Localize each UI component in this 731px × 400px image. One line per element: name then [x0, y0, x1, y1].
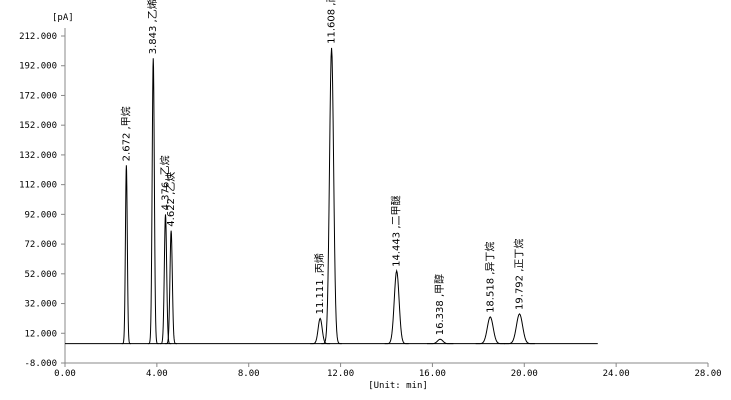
peak-label: 19.792 ,正丁烷 — [513, 239, 526, 310]
y-tick-label: 152.000 — [19, 121, 57, 131]
y-tick-label: 72.000 — [24, 240, 57, 250]
peak — [426, 338, 454, 345]
y-tick-label: 172.000 — [19, 91, 57, 101]
peak-label: 18.518 ,异丁烷 — [483, 242, 496, 313]
peak-label: 11.111 ,丙烯 — [313, 253, 326, 314]
x-tick-label: 24.00 — [603, 369, 630, 379]
peak-label: 4.622 ,乙炔 — [165, 172, 177, 227]
peak-label: 2.672 ,甲烷 — [119, 106, 132, 161]
peak — [475, 316, 505, 345]
x-tick-label: 4.00 — [146, 369, 168, 379]
y-tick-label: 32.000 — [24, 300, 57, 310]
x-tick-label: 8.00 — [238, 369, 260, 379]
y-tick-label: -8.000 — [24, 359, 57, 369]
y-tick-label: 112.000 — [19, 181, 57, 191]
peak-label: 11.608 ,丙烷 — [325, 0, 338, 44]
y-tick-label: 52.000 — [24, 270, 57, 280]
y-tick-label: 12.000 — [24, 329, 57, 339]
y-tick-label: 132.000 — [19, 151, 57, 161]
peak — [165, 230, 178, 345]
x-tick-label: 16.00 — [419, 369, 446, 379]
y-tick-label: 92.000 — [24, 210, 57, 220]
y-tick-label: 192.000 — [19, 62, 57, 72]
x-axis-label: [Unit: min] — [368, 381, 428, 391]
x-tick-label: 28.00 — [694, 369, 721, 379]
y-unit-label: [pA] — [52, 13, 74, 23]
peak — [147, 58, 159, 345]
peak-label: 4.376 ,乙烷 — [158, 155, 171, 210]
peak — [159, 214, 172, 345]
peak — [310, 317, 331, 345]
x-tick-label: 0.00 — [54, 369, 76, 379]
peak — [384, 268, 409, 345]
y-tick-label: 212.000 — [19, 32, 57, 42]
x-tick-label: 20.00 — [511, 369, 538, 379]
peak-label: 14.443 ,二甲醚 — [390, 195, 403, 266]
peak — [121, 165, 132, 345]
peak-label: 16.338 ,甲醇 — [433, 274, 446, 335]
peak — [504, 313, 535, 345]
peak — [321, 47, 342, 345]
peak-label: 3.843 ,乙烯 — [146, 0, 159, 54]
x-tick-label: 12.00 — [327, 369, 354, 379]
